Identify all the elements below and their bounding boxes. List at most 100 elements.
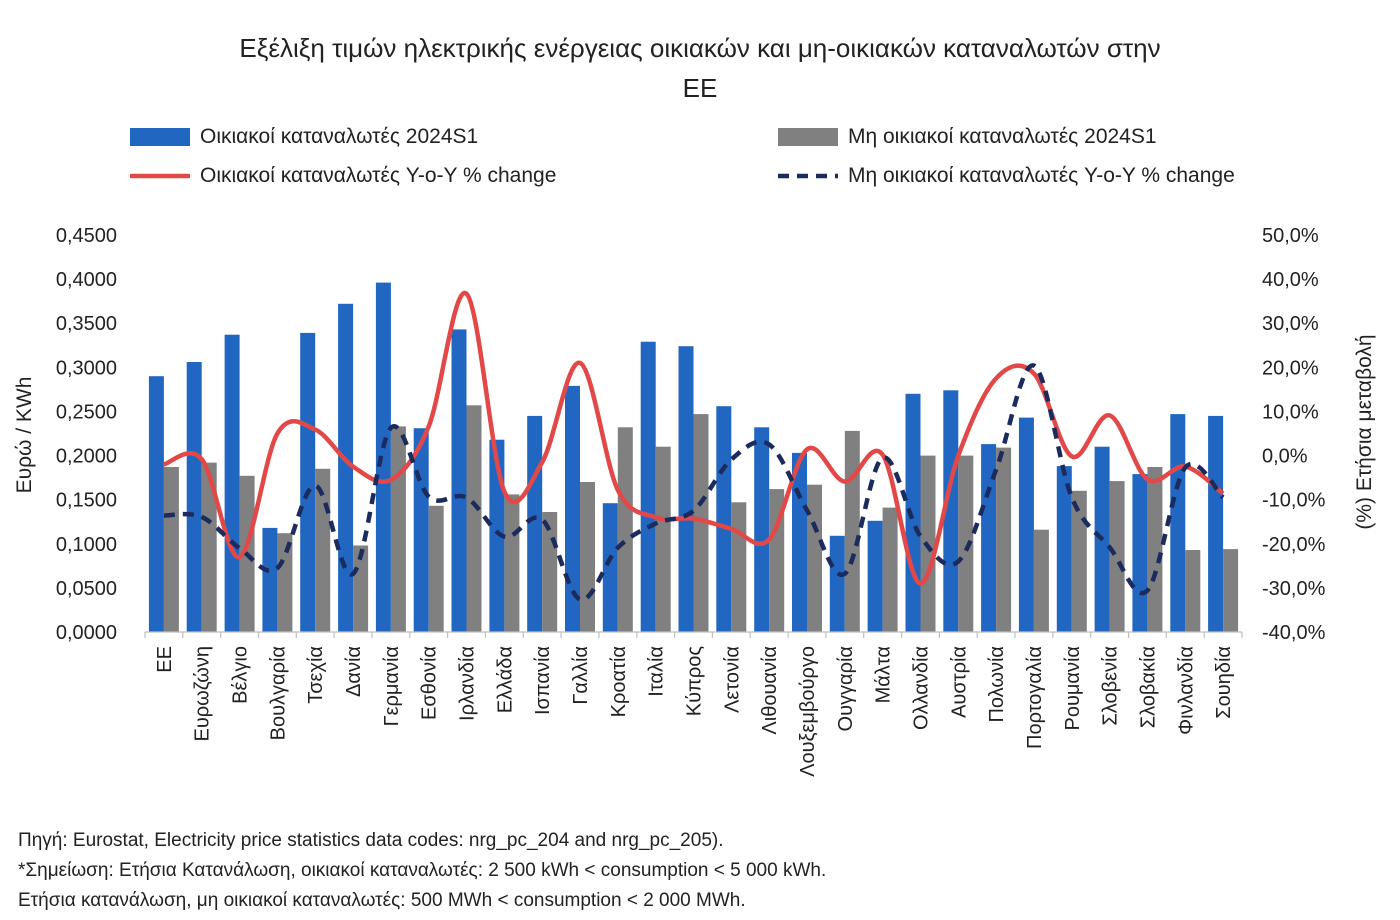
legend-swatch-non-household-price xyxy=(778,128,838,146)
x-axis: ΕΕ Ευρωζώνη Βέλγιο Βουλγαρία Τσεχία Δανία Γερμ… xyxy=(144,631,1243,777)
non-household-price-bar xyxy=(958,455,974,632)
non-household-price-bar xyxy=(617,427,633,632)
household-yoy-point xyxy=(1144,476,1150,482)
household-yoy-point xyxy=(918,581,924,587)
non-household-yoy-point xyxy=(955,558,961,564)
non-household-yoy-point xyxy=(918,533,924,539)
household-yoy-point xyxy=(842,479,848,485)
household-yoy-point xyxy=(274,431,280,437)
x-tick-label: Σλοβενία xyxy=(1100,646,1122,726)
chart-title: Εξέλιξη τιμών ηλεκτρικής ενέργειας οικια… xyxy=(239,33,1161,103)
non-household-yoy-point xyxy=(1031,363,1037,369)
non-household-yoy-point xyxy=(615,545,621,551)
x-tick-label: Βουλγαρία xyxy=(267,646,289,740)
household-price-bar xyxy=(1018,417,1034,632)
non-household-yoy-point xyxy=(161,513,167,519)
non-household-yoy-point xyxy=(728,457,734,463)
x-tick-label: Πορτογαλία xyxy=(1024,646,1046,749)
household-price-bar xyxy=(527,415,543,632)
non-household-yoy-line xyxy=(163,363,1225,602)
lines xyxy=(161,291,1226,602)
y2-tick-label: -20,0% xyxy=(1262,534,1326,556)
consumption-note-non-household: Ετήσια κατανάλωση, μη οικιακοί καταναλωτ… xyxy=(18,890,746,911)
non-household-yoy-point xyxy=(691,508,697,514)
household-price-bar xyxy=(829,535,845,632)
household-price-bar xyxy=(1056,466,1072,632)
household-yoy-line xyxy=(163,291,1225,586)
household-price-bar xyxy=(224,334,240,632)
x-tick-label: Φινλανδία xyxy=(1175,646,1197,735)
non-household-yoy-point xyxy=(388,425,394,431)
x-tick-label: Ολλανδία xyxy=(911,646,933,730)
legend-item-household-yoy: Οικιακοί καταναλωτές Y-o-Y % change xyxy=(130,162,556,190)
non-household-yoy-point xyxy=(1220,495,1226,501)
x-tick-label: Ευρωζώνη xyxy=(192,646,214,742)
legend-label: Οικιακοί καταναλωτές Y-o-Y % change xyxy=(200,164,557,187)
legend-label: Μη οικιακοί καταναλωτές Y-o-Y % change xyxy=(848,164,1235,187)
household-yoy-point xyxy=(350,464,356,470)
non-household-price-bar xyxy=(428,505,444,632)
y2-tick-label: 10,0% xyxy=(1262,401,1319,423)
household-yoy-point xyxy=(1031,371,1037,377)
household-price-bar xyxy=(186,362,202,632)
y-axis-title: Ευρώ / KWh xyxy=(13,377,36,494)
non-household-price-bar xyxy=(769,489,785,632)
household-yoy-point xyxy=(1069,453,1075,459)
legend-label: Μη οικιακοί καταναλωτές 2024S1 xyxy=(848,125,1157,148)
non-household-price-bar xyxy=(277,533,293,632)
non-household-yoy-point xyxy=(1107,544,1113,550)
non-household-price-bar xyxy=(504,494,520,632)
x-tick-label: Κύπρος xyxy=(684,646,706,717)
household-price-bar xyxy=(602,503,618,632)
x-tick-label: Τσεχία xyxy=(305,646,327,704)
household-yoy-point xyxy=(464,291,470,297)
household-yoy-point xyxy=(312,427,318,433)
household-price-bar xyxy=(943,390,959,632)
household-price-bar xyxy=(678,346,694,632)
y-tick-label: 0,0000 xyxy=(56,622,117,644)
non-household-price-bar xyxy=(1033,529,1049,632)
household-yoy-point xyxy=(237,554,243,560)
household-yoy-point xyxy=(161,461,167,467)
non-household-yoy-point xyxy=(880,455,886,461)
legend-swatch-household-price xyxy=(130,128,190,146)
y-tick-label: 0,1500 xyxy=(56,490,117,512)
y2-tick-label: -30,0% xyxy=(1262,578,1326,600)
household-yoy-point xyxy=(955,453,961,459)
non-household-yoy-point xyxy=(842,571,848,577)
non-household-price-bar xyxy=(1147,467,1163,632)
household-price-bar xyxy=(981,444,997,632)
x-tick-label: Σουηδία xyxy=(1213,646,1235,719)
household-yoy-point xyxy=(804,446,810,452)
non-household-yoy-point xyxy=(274,565,280,571)
y-axis-left: 0,0000 0,0500 0,1000 0,1500 0,2000 0,2500 0,30… xyxy=(56,225,117,644)
non-household-yoy-point xyxy=(1144,588,1150,594)
non-household-price-bar xyxy=(1185,550,1201,632)
household-price-bar xyxy=(792,452,807,632)
non-household-yoy-point xyxy=(993,467,999,473)
x-tick-label: Ιταλία xyxy=(646,646,668,697)
non-household-yoy-point xyxy=(1182,465,1188,471)
y-tick-label: 0,4500 xyxy=(56,225,117,247)
y2-tick-label: 0,0% xyxy=(1262,446,1308,468)
x-tick-label: Γερμανία xyxy=(381,646,403,726)
legend-line-non-household-yoy xyxy=(778,173,838,179)
non-household-price-bar xyxy=(693,414,709,632)
household-yoy-point xyxy=(539,459,545,465)
y-tick-label: 0,4000 xyxy=(56,269,117,291)
x-tick-label: Αυστρία xyxy=(948,646,970,718)
household-yoy-point xyxy=(691,516,697,522)
non-household-yoy-point xyxy=(464,495,470,501)
x-tick-label: ΕΕ xyxy=(154,646,176,673)
x-tick-label: Λουξεμβούργο xyxy=(797,646,819,777)
x-tick-label: Εσθονία xyxy=(419,646,441,720)
consumption-note-household: *Σημείωση: Ετήσια Κατανάλωση, οικιακοί κ… xyxy=(18,860,827,881)
x-tick-label: Λετονία xyxy=(721,646,743,713)
legend-line-household-yoy xyxy=(130,173,190,179)
x-tick-label: Κροατία xyxy=(608,646,630,717)
household-yoy-point xyxy=(653,514,659,520)
non-household-yoy-point xyxy=(350,571,356,577)
source-note: Πηγή: Eurostat, Electricity price statis… xyxy=(18,830,724,851)
household-price-bar xyxy=(413,428,429,632)
bars xyxy=(148,282,1239,632)
